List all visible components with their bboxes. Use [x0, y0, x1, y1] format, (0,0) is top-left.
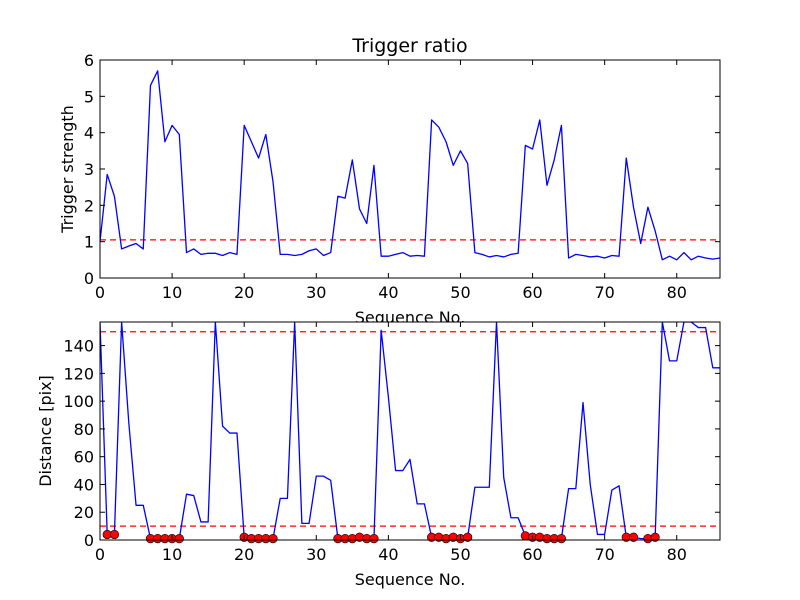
top-x-tick-label: 10	[162, 283, 182, 302]
top-x-tick-label: 20	[234, 283, 254, 302]
bottom-data-point-marker	[556, 534, 566, 544]
bottom-data-point-marker	[463, 532, 473, 542]
bottom-x-tick-label: 30	[306, 545, 326, 564]
bottom-y-tick-label: 0	[84, 531, 94, 550]
bottom-y-tick-label: 100	[63, 392, 94, 411]
bottom-plot-area	[100, 322, 720, 540]
bottom-x-tick-label: 0	[95, 545, 105, 564]
bottom-y-tick-label: 20	[74, 503, 94, 522]
top-series-line	[100, 70, 720, 261]
top-x-tick-label: 70	[594, 283, 614, 302]
bottom-x-tick-label: 50	[450, 545, 470, 564]
top-x-tick-label: 30	[306, 283, 326, 302]
bottom-y-tick-label: 120	[63, 364, 94, 383]
top-y-tick-label: 2	[84, 196, 94, 215]
top-y-tick-label: 4	[84, 124, 94, 143]
bottom-data-point-marker	[174, 534, 184, 544]
bottom-x-tick-label: 20	[234, 545, 254, 564]
top-x-tick-label: 80	[667, 283, 687, 302]
bottom-data-point-marker	[628, 532, 639, 542]
bottom-series-line	[100, 322, 720, 540]
bottom-axes-frame	[99, 321, 721, 541]
bottom-y-tick-label: 140	[63, 337, 94, 356]
bottom-data-point-marker	[109, 529, 120, 540]
bottom-data-point-marker	[268, 534, 278, 544]
bottom-x-tick-label: 80	[667, 545, 687, 564]
bottom-x-tick-label: 70	[594, 545, 614, 564]
bottom-x-axis-label: Sequence No.	[355, 570, 466, 589]
bottom-y-axis-label: Distance [pix]	[36, 375, 55, 487]
bottom-x-tick-label: 60	[522, 545, 542, 564]
top-y-tick-label: 5	[84, 87, 94, 106]
top-y-tick-label: 6	[84, 51, 94, 70]
top-x-tick-label: 50	[450, 283, 470, 302]
top-y-tick-label: 3	[84, 160, 94, 179]
distance-panel: Sequence No. Distance [pix] 0 10 20 30 40 50 6…	[36, 321, 721, 589]
bottom-y-tick-label: 60	[74, 448, 94, 467]
bottom-y-tick-label: 80	[74, 420, 94, 439]
chart-title: Trigger ratio	[351, 35, 467, 57]
top-y-axis-label: Trigger strength	[58, 105, 77, 234]
top-x-tick-label: 0	[95, 283, 105, 302]
bottom-data-point-marker	[369, 534, 379, 544]
top-y-tick-label: 1	[84, 233, 94, 252]
trigger-ratio-panel: Trigger ratio Sequence No. Trigger stren…	[58, 35, 721, 327]
top-x-tick-label: 40	[378, 283, 398, 302]
top-y-tick-label: 0	[84, 269, 94, 288]
top-plot-area	[100, 60, 720, 278]
bottom-y-tick-label: 40	[74, 475, 94, 494]
top-x-tick-label: 60	[522, 283, 542, 302]
bottom-x-tick-label: 40	[378, 545, 398, 564]
bottom-data-point-marker	[650, 532, 660, 542]
bottom-x-tick-label: 10	[162, 545, 182, 564]
